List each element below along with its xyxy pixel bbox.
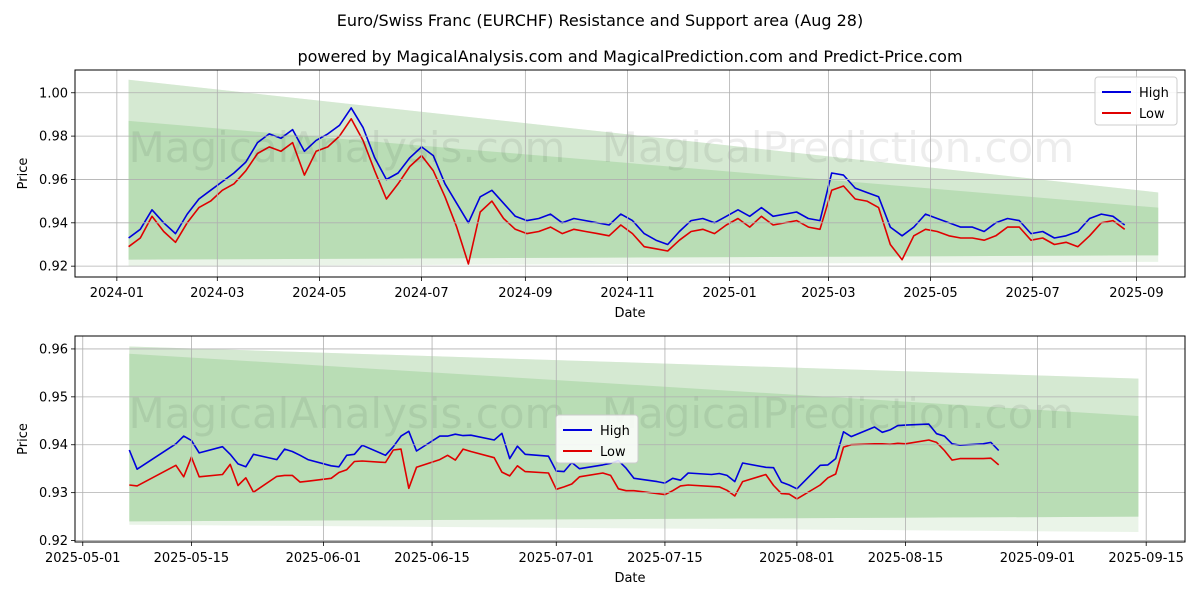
y-tick-label: 0.93 xyxy=(39,486,68,501)
x-tick-label: 2025-06-15 xyxy=(394,551,470,566)
y-tick-label: 0.98 xyxy=(39,130,68,145)
x-tick-label: 2024-11 xyxy=(600,286,654,301)
x-tick-label: 2025-07 xyxy=(1005,286,1059,301)
y-tick-label: 0.96 xyxy=(39,342,68,357)
y-tick-label: 0.94 xyxy=(39,216,68,231)
x-tick-label: 2025-08-15 xyxy=(868,551,944,566)
watermark-text: MagicalPrediction.com xyxy=(602,123,1075,172)
legend-box xyxy=(1094,76,1178,126)
x-tick-label: 2025-05-01 xyxy=(45,551,121,566)
y-axis-label: Price xyxy=(16,423,31,455)
x-tick-label: 2024-09 xyxy=(498,286,552,301)
x-tick-label: 2025-09-15 xyxy=(1108,551,1184,566)
chart-panel-top: MagicalAnalysis.com MagicalPrediction.com… xyxy=(16,69,1186,321)
plot-frame xyxy=(74,335,1186,543)
x-tick-label: 2024-07 xyxy=(394,286,448,301)
plot-frame xyxy=(74,69,1186,278)
y-tick-label: 0.95 xyxy=(39,390,68,405)
legend: High Low xyxy=(1094,76,1178,126)
x-axis-label: Date xyxy=(614,571,645,586)
series-line-high xyxy=(128,107,1126,246)
x-tick-label: 2025-09-01 xyxy=(1000,551,1076,566)
legend-label-high: High xyxy=(600,424,630,439)
chart-panel-bottom: MagicalAnalysis.com MagicalPrediction.com… xyxy=(16,335,1186,586)
x-tick-label: 2025-08-01 xyxy=(759,551,835,566)
x-tick-label: 2024-01 xyxy=(90,286,144,301)
legend-label-low: Low xyxy=(1139,107,1165,122)
x-tick-label: 2025-07-15 xyxy=(627,551,703,566)
y-tick-label: 0.94 xyxy=(39,438,68,453)
x-tick-label: 2024-03 xyxy=(190,286,244,301)
watermark-text: MagicalAnalysis.com xyxy=(129,389,566,438)
x-tick-label: 2025-01 xyxy=(702,286,756,301)
legend-label-high: High xyxy=(1139,86,1169,101)
x-tick-label: 2025-06-01 xyxy=(286,551,362,566)
x-tick-label: 2025-03 xyxy=(801,286,855,301)
chart-subtitle: powered by MagicalAnalysis.com and Magic… xyxy=(297,47,962,66)
x-tick-label: 2025-07-01 xyxy=(518,551,594,566)
legend-label-low: Low xyxy=(600,445,626,460)
series-line-low xyxy=(128,118,1126,265)
watermark-text: MagicalPrediction.com xyxy=(602,389,1075,438)
y-tick-label: 1.00 xyxy=(39,86,68,101)
resistance-support-band xyxy=(128,120,1159,260)
x-tick-label: 2025-05-15 xyxy=(154,551,230,566)
chart-title: Euro/Swiss Franc (EURCHF) Resistance and… xyxy=(337,11,863,30)
y-tick-label: 0.96 xyxy=(39,173,68,188)
watermark-text: MagicalAnalysis.com xyxy=(129,123,566,172)
y-axis-label: Price xyxy=(16,158,31,190)
y-tick-label: 0.92 xyxy=(39,534,68,549)
y-tick-label: 0.92 xyxy=(39,260,68,275)
x-tick-label: 2025-05 xyxy=(903,286,957,301)
x-axis-label: Date xyxy=(614,306,645,321)
x-tick-label: 2025-09 xyxy=(1109,286,1163,301)
x-tick-label: 2024-05 xyxy=(292,286,346,301)
plot-area xyxy=(128,79,1159,267)
legend: High Low xyxy=(555,414,639,464)
legend-box xyxy=(555,414,639,464)
